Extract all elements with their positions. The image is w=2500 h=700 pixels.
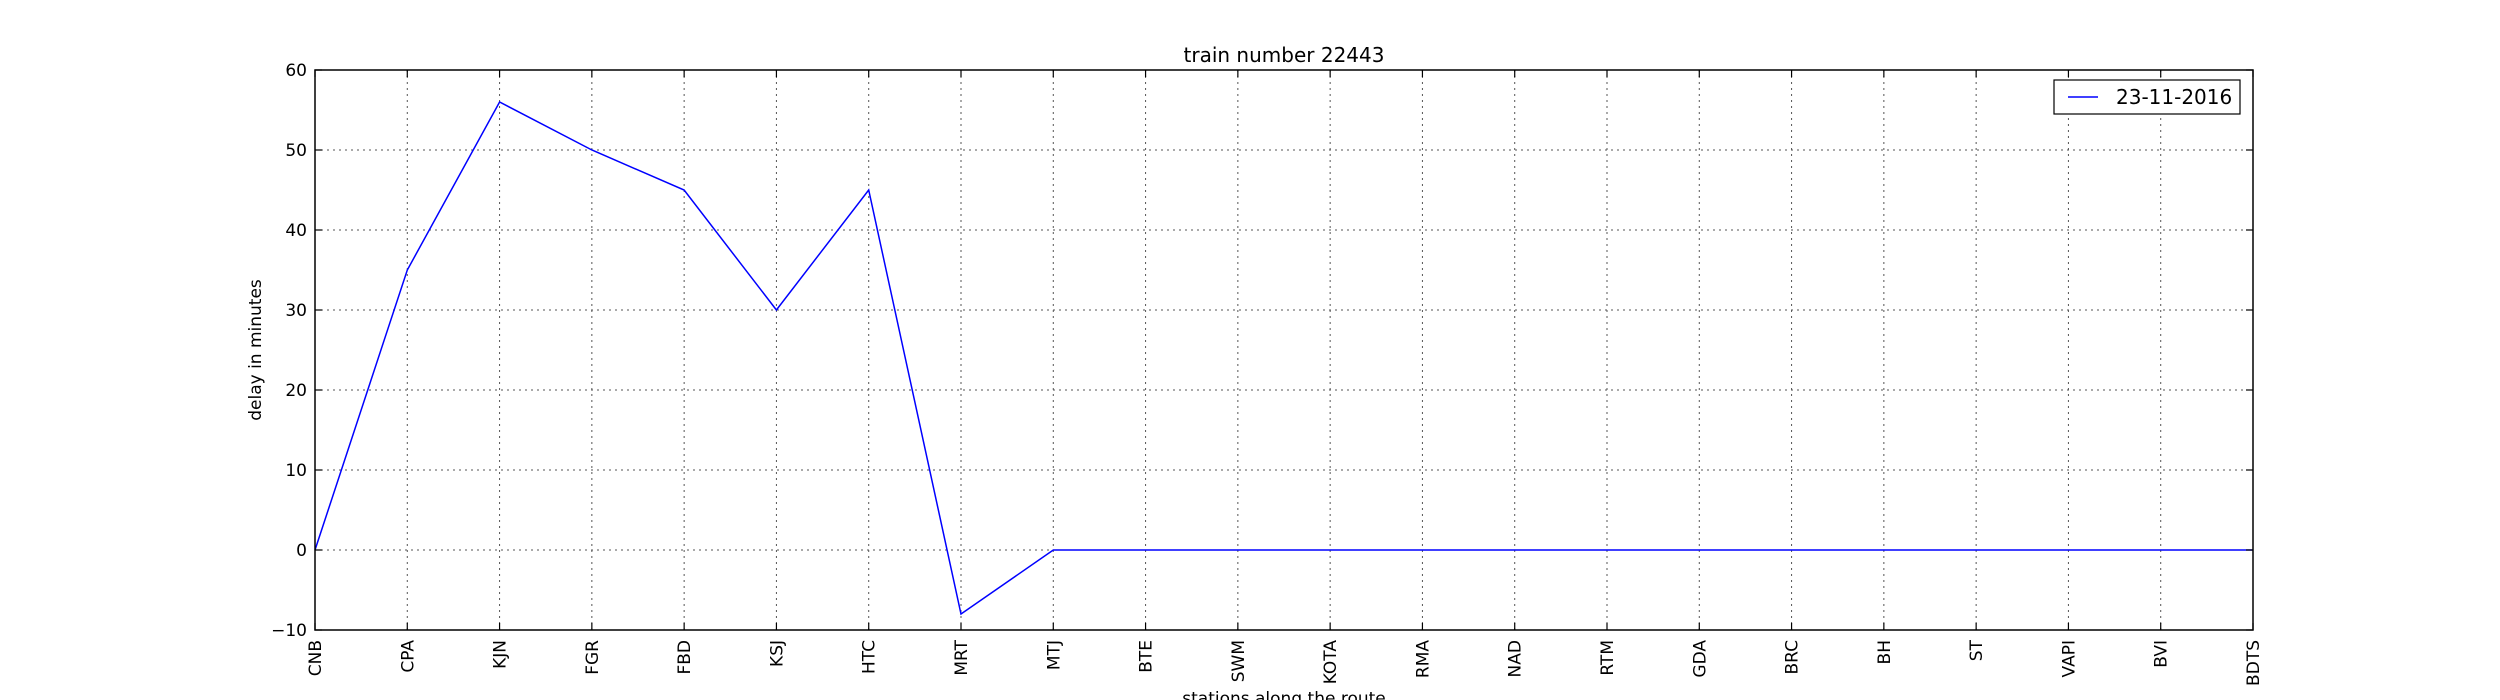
y-tick-label: 40 [285,221,307,241]
x-tick-label: NAD [1506,640,1526,677]
x-tick-label: CNB [306,640,326,676]
x-axis-label: stations along the route [1182,689,1386,700]
y-axis-label: delay in minutes [246,279,266,421]
x-tick-label: BDTS [2244,640,2264,686]
x-tick-label: BRC [1783,640,1803,675]
chart-title: train number 22443 [1184,43,1385,67]
x-tick-label: KSJ [767,640,787,667]
y-tick-label: 20 [285,381,307,401]
x-tick-label: ST [1967,639,1987,661]
x-tick-label: VAPI [2059,640,2079,677]
plot-frame [314,69,2254,631]
series-layer [314,100,2253,616]
legend-box [2053,79,2241,115]
y-tick-label: 30 [285,301,307,321]
x-tick-label: RMA [1413,640,1433,678]
x-tick-label: BTE [1137,640,1157,673]
x-tick-label: MTJ [1044,640,1064,670]
y-tick-label: 60 [285,61,307,81]
x-tick-label: SWM [1229,640,1249,682]
x-tick-label: KOTA [1321,640,1341,685]
y-tick-label: 50 [285,141,307,161]
x-tick-label: HTC [860,640,880,674]
y-tick-label: 0 [296,541,307,561]
y-tick-label: 10 [285,461,307,481]
legend: 23-11-2016 [2053,79,2241,115]
x-tick-label: KJN [491,640,511,669]
series-line [314,100,2253,616]
legend-entry-label: 23-11-2016 [2116,85,2232,109]
y-tick-label: −10 [271,621,307,641]
x-tick-label: FGR [583,640,603,675]
ticks: CNB CPA KJN FGR FBD KSJ HTC MRT MTJ BTE SWM KOTA RMA… [271,61,2264,686]
x-tick-label: GDA [1690,640,1710,678]
x-tick-label: CPA [398,640,418,673]
x-tick-label: MRT [952,639,972,675]
x-tick-label: FBD [675,640,695,675]
x-tick-label: BVI [2152,640,2172,668]
x-tick-label: BH [1875,640,1895,664]
x-tick-label: RTM [1598,640,1618,676]
